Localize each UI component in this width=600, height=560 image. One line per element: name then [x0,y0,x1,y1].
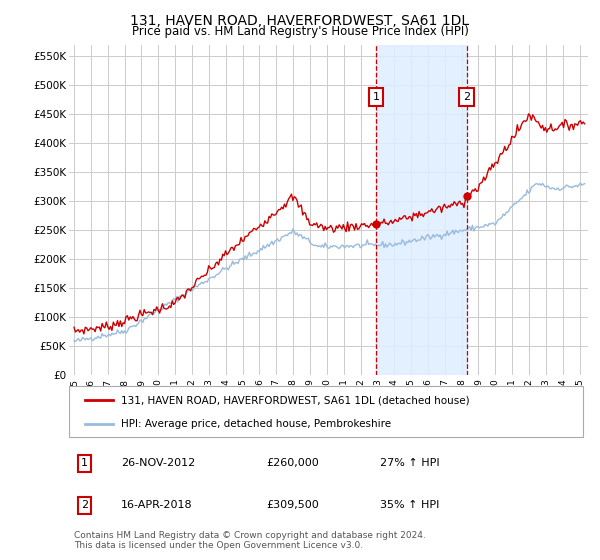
Text: £260,000: £260,000 [266,459,319,468]
Text: HPI: Average price, detached house, Pembrokeshire: HPI: Average price, detached house, Pemb… [121,419,391,429]
Text: 26-NOV-2012: 26-NOV-2012 [121,459,195,468]
Text: 27% ↑ HPI: 27% ↑ HPI [380,459,440,468]
Text: 2: 2 [463,92,470,102]
Text: £309,500: £309,500 [266,501,319,510]
Text: Contains HM Land Registry data © Crown copyright and database right 2024.
This d: Contains HM Land Registry data © Crown c… [74,531,426,550]
Text: 2: 2 [81,501,88,510]
Text: 131, HAVEN ROAD, HAVERFORDWEST, SA61 1DL (detached house): 131, HAVEN ROAD, HAVERFORDWEST, SA61 1DL… [121,395,470,405]
Text: 16-APR-2018: 16-APR-2018 [121,501,193,510]
Text: 35% ↑ HPI: 35% ↑ HPI [380,501,440,510]
Text: 131, HAVEN ROAD, HAVERFORDWEST, SA61 1DL: 131, HAVEN ROAD, HAVERFORDWEST, SA61 1DL [130,14,470,28]
Bar [376,45,467,375]
Text: 1: 1 [373,92,380,102]
Text: 1: 1 [81,459,88,468]
FancyBboxPatch shape [69,386,583,437]
Text: Price paid vs. HM Land Registry's House Price Index (HPI): Price paid vs. HM Land Registry's House … [131,25,469,38]
